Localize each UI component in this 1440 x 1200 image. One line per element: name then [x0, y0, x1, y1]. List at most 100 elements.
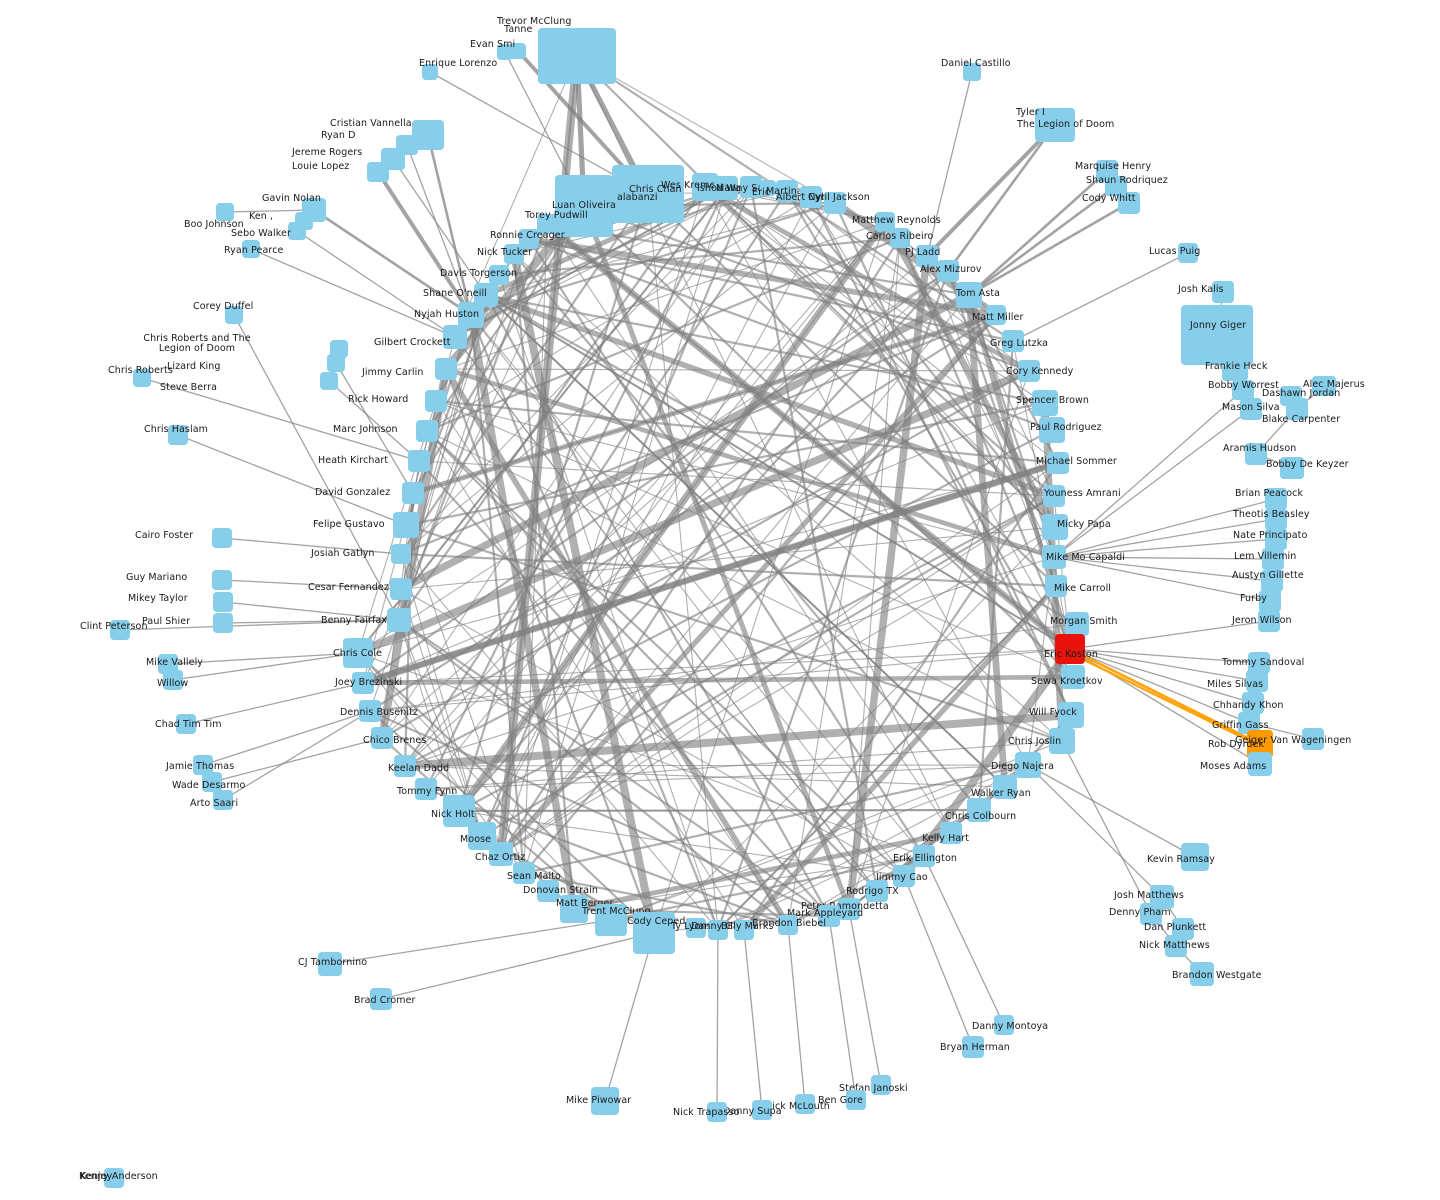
graph-node[interactable] — [875, 212, 895, 232]
graph-node[interactable] — [537, 214, 557, 234]
graph-node[interactable] — [800, 186, 822, 208]
graph-node[interactable] — [1190, 962, 1214, 986]
graph-node[interactable] — [513, 862, 535, 884]
graph-node[interactable] — [193, 755, 213, 775]
graph-node[interactable] — [1181, 843, 1209, 871]
graph-node[interactable] — [1035, 108, 1075, 142]
graph-node[interactable] — [940, 822, 962, 844]
graph-node[interactable] — [1015, 752, 1041, 778]
graph-node[interactable] — [740, 176, 762, 198]
graph-node[interactable] — [962, 1036, 984, 1058]
graph-node[interactable] — [1002, 330, 1024, 352]
graph-node[interactable] — [443, 325, 467, 349]
graph-node[interactable] — [110, 620, 130, 640]
graph-node[interactable] — [1312, 376, 1336, 396]
graph-node[interactable] — [1232, 380, 1254, 400]
graph-node[interactable] — [371, 727, 393, 749]
graph-node[interactable] — [1302, 728, 1324, 750]
graph-node[interactable] — [686, 918, 706, 938]
graph-node[interactable] — [890, 228, 910, 248]
graph-node[interactable] — [402, 482, 424, 504]
graph-node[interactable] — [1032, 390, 1058, 416]
graph-node[interactable] — [1242, 692, 1264, 714]
graph-node[interactable] — [707, 1102, 727, 1122]
graph-node[interactable] — [1042, 514, 1068, 540]
graph-node[interactable] — [1212, 281, 1234, 303]
graph-node[interactable] — [1258, 610, 1280, 632]
graph-node[interactable] — [1265, 508, 1287, 530]
graph-node[interactable] — [510, 43, 526, 59]
graph-node[interactable] — [537, 880, 559, 902]
graph-node[interactable] — [963, 63, 981, 81]
graph-node[interactable] — [778, 915, 798, 935]
graph-node[interactable] — [213, 613, 233, 633]
graph-node[interactable] — [760, 180, 776, 196]
graph-node[interactable] — [1240, 398, 1262, 420]
graph-node[interactable] — [994, 1015, 1014, 1035]
graph-node[interactable] — [213, 790, 233, 810]
graph-node[interactable] — [555, 175, 613, 237]
graph-node[interactable] — [242, 240, 260, 258]
graph-node[interactable] — [538, 28, 616, 84]
graph-node[interactable] — [1105, 176, 1127, 196]
graph-node[interactable] — [1172, 918, 1194, 940]
graph-node[interactable] — [422, 64, 438, 80]
graph-node[interactable] — [288, 222, 306, 240]
graph-node[interactable] — [519, 229, 539, 249]
graph-node[interactable] — [612, 165, 684, 223]
graph-node[interactable] — [937, 260, 959, 282]
graph-node[interactable] — [458, 302, 484, 328]
graph-node[interactable] — [633, 912, 675, 954]
graph-node[interactable] — [213, 592, 233, 612]
graph-node[interactable] — [133, 369, 151, 387]
graph-node[interactable] — [1049, 728, 1075, 754]
graph-node[interactable] — [394, 755, 416, 777]
graph-node[interactable] — [795, 1094, 815, 1114]
graph-node[interactable] — [212, 570, 232, 590]
graph-node[interactable] — [330, 340, 348, 358]
graph-node[interactable] — [560, 895, 588, 923]
graph-node[interactable] — [866, 880, 888, 902]
graph-node[interactable] — [967, 798, 991, 822]
graph-node[interactable] — [714, 176, 738, 200]
graph-node[interactable] — [1265, 528, 1287, 550]
graph-node[interactable] — [1165, 935, 1187, 957]
graph-node[interactable] — [1248, 752, 1272, 776]
graph-node[interactable] — [425, 390, 447, 412]
graph-node[interactable] — [1118, 192, 1140, 214]
graph-node[interactable] — [343, 638, 373, 668]
graph-node[interactable] — [1262, 548, 1284, 570]
graph-node[interactable] — [1280, 457, 1304, 479]
graph-node[interactable] — [225, 306, 243, 324]
graph-node[interactable] — [913, 845, 935, 867]
graph-node[interactable] — [1286, 398, 1308, 420]
graph-node[interactable] — [1261, 570, 1283, 592]
graph-node[interactable] — [1248, 652, 1270, 674]
graph-node[interactable] — [1238, 712, 1260, 734]
graph-node[interactable] — [1042, 545, 1066, 569]
graph-node[interactable] — [708, 920, 728, 940]
graph-node[interactable] — [1061, 665, 1085, 689]
graph-node[interactable] — [1246, 670, 1268, 692]
graph-node[interactable] — [1259, 590, 1281, 612]
graph-node[interactable] — [1047, 452, 1069, 474]
graph-node[interactable] — [504, 244, 524, 264]
graph-node[interactable] — [1058, 702, 1084, 728]
graph-node[interactable] — [176, 714, 196, 734]
graph-node[interactable] — [595, 904, 627, 936]
graph-node[interactable] — [163, 670, 183, 690]
graph-node[interactable] — [104, 1168, 124, 1188]
graph-node[interactable] — [916, 245, 938, 267]
graph-node[interactable] — [1245, 443, 1267, 465]
graph-node[interactable] — [327, 354, 345, 372]
graph-node[interactable] — [415, 778, 437, 800]
graph-node[interactable] — [1140, 903, 1162, 925]
graph-node[interactable] — [871, 1075, 891, 1095]
graph-node[interactable] — [212, 528, 232, 548]
graph-node[interactable] — [387, 608, 411, 632]
graph-node[interactable] — [1065, 612, 1089, 636]
graph-node[interactable] — [1178, 243, 1198, 263]
graph-node[interactable] — [352, 672, 374, 694]
graph-node[interactable] — [893, 865, 915, 887]
graph-node[interactable] — [416, 420, 438, 442]
